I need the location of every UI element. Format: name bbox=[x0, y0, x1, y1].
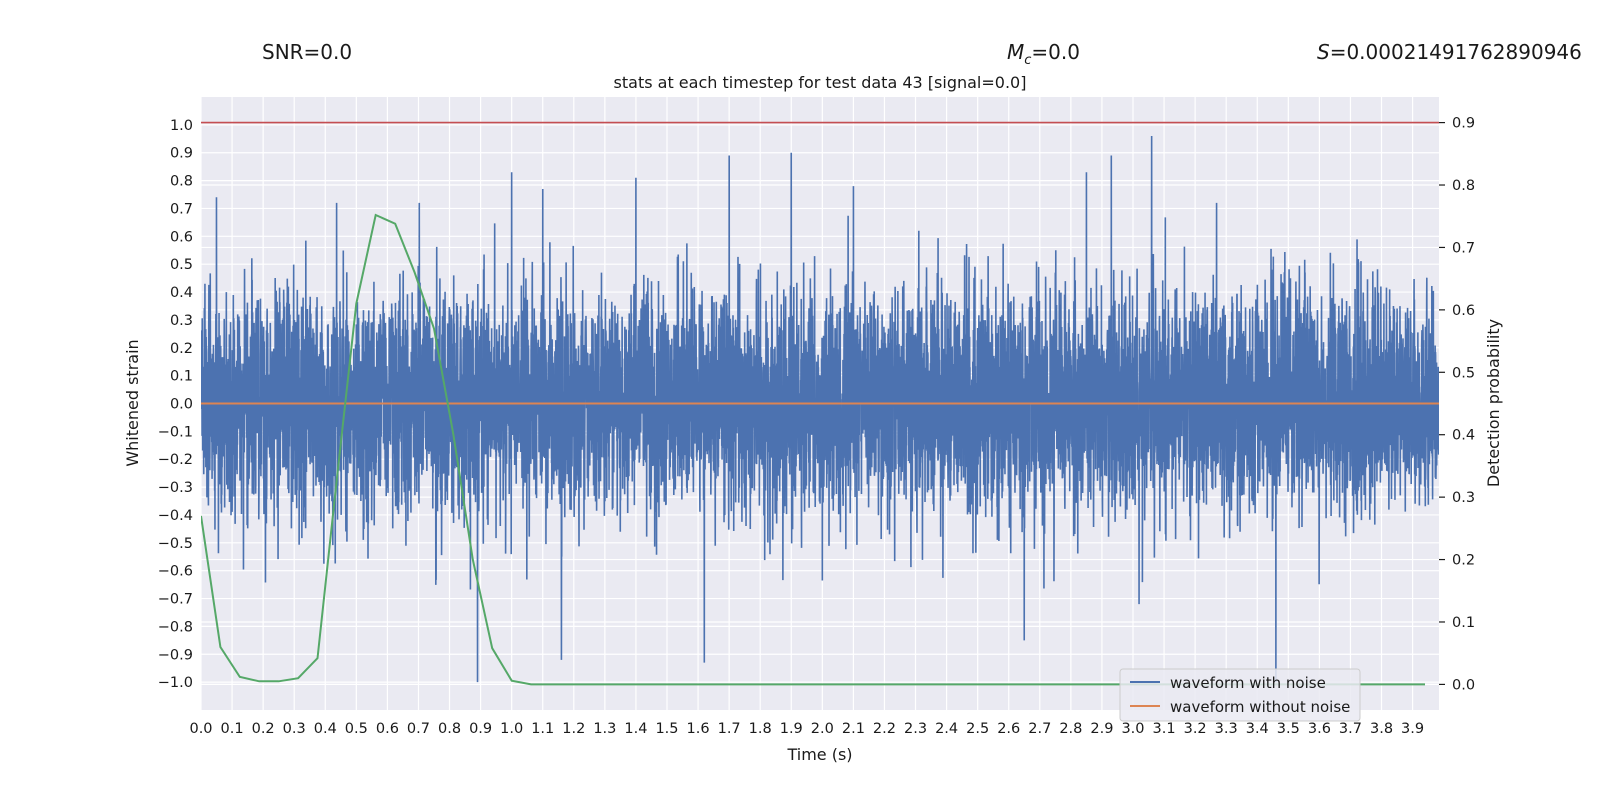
mc-value: =0.0 bbox=[1031, 40, 1080, 64]
x-tick-label: 3.0 bbox=[1121, 721, 1144, 737]
x-tick-label: 0.4 bbox=[314, 721, 337, 737]
y2-tick-label: 0.5 bbox=[1452, 365, 1475, 381]
y2-tick-label: 0.1 bbox=[1452, 615, 1475, 631]
x-tick-label: 1.4 bbox=[624, 721, 647, 737]
y-axis-label: Whitened strain bbox=[123, 339, 142, 466]
chart-title: stats at each timestep for test data 43 … bbox=[614, 73, 1027, 92]
y-tick-label: −0.5 bbox=[158, 536, 193, 552]
x-tick-label: 2.3 bbox=[904, 721, 927, 737]
x-tick-label: 0.7 bbox=[407, 721, 430, 737]
y-tick-label: 1.0 bbox=[170, 118, 193, 134]
s-value: =0.00021491762890946 bbox=[1329, 40, 1582, 64]
x-tick-label: 3.9 bbox=[1401, 721, 1424, 737]
y2-tick-labels: 0.9 0.8 0.7 0.6 0.5 0.4 0.3 0.2 0.1 0.0 bbox=[1439, 116, 1475, 693]
x-tick-label: 2.0 bbox=[811, 721, 834, 737]
y-tick-label: 0.3 bbox=[170, 313, 193, 329]
x-tick-label: 0.6 bbox=[376, 721, 399, 737]
y2-tick-label: 0.3 bbox=[1452, 490, 1475, 506]
y-tick-label: −0.4 bbox=[158, 508, 193, 524]
x-tick-label: 0.9 bbox=[469, 721, 492, 737]
y-tick-label: 0.9 bbox=[170, 146, 193, 162]
x-tick-label: 1.0 bbox=[500, 721, 523, 737]
y-tick-label: −0.1 bbox=[158, 424, 193, 440]
x-tick-label: 1.2 bbox=[562, 721, 585, 737]
y-tick-label: 0.1 bbox=[170, 369, 193, 385]
y-tick-label: 0.0 bbox=[170, 397, 193, 413]
x-tick-label: 3.6 bbox=[1308, 721, 1331, 737]
x-tick-label: 0.0 bbox=[189, 721, 212, 737]
x-tick-label: 3.7 bbox=[1339, 721, 1362, 737]
y2-tick-label: 0.0 bbox=[1452, 677, 1475, 693]
x-tick-label: 0.5 bbox=[345, 721, 368, 737]
y2-tick-label: 0.6 bbox=[1452, 303, 1475, 319]
x-tick-label: 3.8 bbox=[1370, 721, 1393, 737]
x-tick-label: 3.2 bbox=[1184, 721, 1207, 737]
y-tick-label: 0.2 bbox=[170, 341, 193, 357]
x-tick-label: 2.2 bbox=[873, 721, 896, 737]
y-tick-labels: 1.0 0.9 0.8 0.7 0.6 0.5 0.4 0.3 0.2 0.1 0.0 −0.1 −0.… bbox=[158, 118, 193, 691]
x-tick-labels: 0.0 0.1 0.2 0.3 0.4 0.5 0.6 0.7 0.8 0.9 1.0 1.1 1.2 1… bbox=[189, 721, 1424, 737]
y-tick-label: −0.8 bbox=[158, 619, 193, 635]
x-tick-label: 1.6 bbox=[687, 721, 710, 737]
y-tick-label: 0.6 bbox=[170, 229, 193, 245]
y-tick-label: −0.9 bbox=[158, 647, 193, 663]
y2-tick-label: 0.8 bbox=[1452, 178, 1475, 194]
y-tick-label: 0.4 bbox=[170, 285, 193, 301]
x-tick-label: 0.3 bbox=[283, 721, 306, 737]
noisy-waveform-line bbox=[201, 136, 1439, 683]
x-axis-label: Time (s) bbox=[786, 745, 852, 764]
legend-label-noisy: waveform with noise bbox=[1170, 674, 1326, 692]
legend: waveform with noise waveform without noi… bbox=[1119, 668, 1361, 722]
x-tick-label: 0.2 bbox=[252, 721, 275, 737]
snr-label: SNR=0.0 bbox=[262, 40, 353, 64]
x-tick-label: 2.1 bbox=[842, 721, 865, 737]
y2-tick-label: 0.7 bbox=[1452, 240, 1475, 256]
y-tick-label: 0.5 bbox=[170, 257, 193, 273]
y2-tick-label: 0.9 bbox=[1452, 116, 1475, 132]
y-tick-label: −0.7 bbox=[158, 592, 193, 608]
mc-subscript: c bbox=[1024, 53, 1032, 68]
chirp-mass-label: Mc=0.0 bbox=[1007, 40, 1080, 68]
y-tick-label: −0.6 bbox=[158, 564, 193, 580]
x-tick-label: 3.4 bbox=[1246, 721, 1269, 737]
x-tick-label: 3.1 bbox=[1153, 721, 1176, 737]
x-tick-label: 1.5 bbox=[655, 721, 678, 737]
y-tick-label: −0.2 bbox=[158, 452, 193, 468]
y-tick-label: −0.3 bbox=[158, 480, 193, 496]
y-tick-label: −1.0 bbox=[158, 675, 193, 691]
x-tick-label: 1.7 bbox=[718, 721, 741, 737]
mc-symbol: M bbox=[1007, 40, 1025, 64]
y2-axis-label: Detection probability bbox=[1484, 319, 1503, 487]
legend-box bbox=[1119, 668, 1361, 722]
x-tick-label: 1.3 bbox=[593, 721, 616, 737]
x-tick-label: 3.5 bbox=[1277, 721, 1300, 737]
y-tick-label: 0.8 bbox=[170, 174, 193, 190]
y2-tick-label: 0.2 bbox=[1452, 553, 1475, 569]
s-stat-label: S=0.00021491762890946 bbox=[1317, 40, 1600, 64]
x-tick-label: 3.3 bbox=[1215, 721, 1238, 737]
y-tick-label: 0.7 bbox=[170, 201, 193, 217]
s-symbol: S bbox=[1317, 40, 1330, 64]
x-tick-label: 2.9 bbox=[1090, 721, 1113, 737]
legend-label-clean: waveform without noise bbox=[1170, 698, 1350, 716]
x-tick-label: 2.6 bbox=[997, 721, 1020, 737]
x-tick-label: 2.8 bbox=[1059, 721, 1082, 737]
x-tick-label: 1.9 bbox=[780, 721, 803, 737]
detection-probability-line bbox=[201, 213, 1425, 686]
x-tick-label: 0.1 bbox=[221, 721, 244, 737]
x-tick-label: 0.8 bbox=[438, 721, 461, 737]
y2-tick-label: 0.4 bbox=[1452, 428, 1475, 444]
x-tick-label: 2.5 bbox=[966, 721, 989, 737]
x-tick-label: 2.7 bbox=[1028, 721, 1051, 737]
x-tick-label: 1.8 bbox=[749, 721, 772, 737]
x-tick-label: 1.1 bbox=[531, 721, 554, 737]
x-tick-label: 2.4 bbox=[935, 721, 958, 737]
